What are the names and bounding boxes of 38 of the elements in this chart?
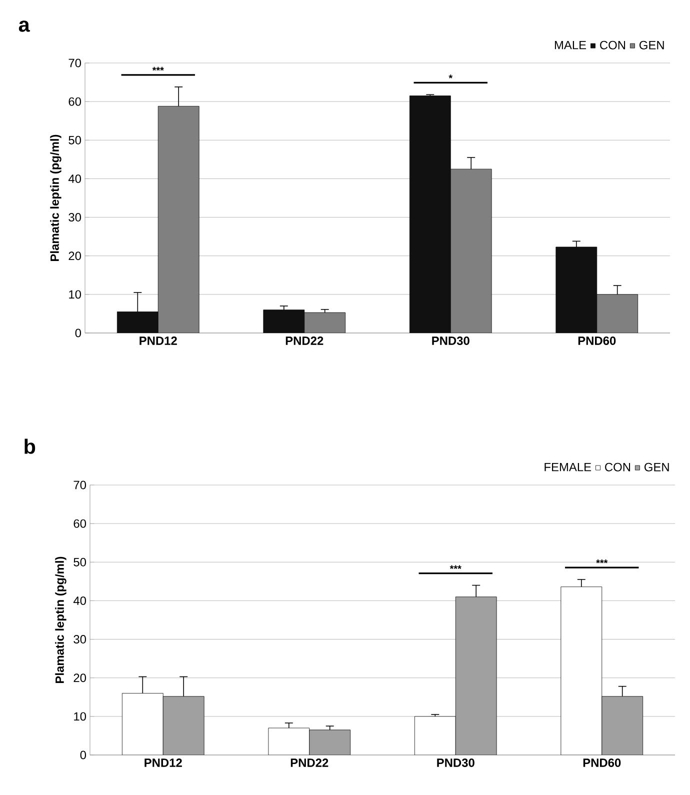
y-tick-label: 20 [74, 674, 86, 682]
y-tick-label: 10 [74, 712, 86, 721]
y-tick-label: 20 [68, 252, 82, 260]
y-tick-label: 50 [74, 558, 86, 566]
chart-title: b [24, 438, 36, 454]
legend-label: GEN [640, 40, 664, 50]
legend-label: CON [600, 40, 626, 50]
legend-label: GEN [644, 462, 669, 472]
y-tick-label: 40 [68, 174, 82, 183]
x-tick-label: PND60 [578, 336, 616, 345]
x-tick-label: PND12 [140, 336, 177, 345]
x-tick-label: PND22 [290, 758, 328, 767]
x-tick-label: PND30 [437, 758, 474, 767]
legend-title: MALE [554, 40, 586, 50]
annotation: * [448, 74, 453, 78]
x-tick-label: PND30 [432, 336, 470, 345]
x-tick-label: PND60 [583, 758, 621, 767]
y-tick-label: 70 [74, 480, 86, 490]
y-tick-label: 60 [74, 519, 86, 528]
legend-title: FEMALE [544, 462, 592, 472]
y-tick-label: 70 [68, 58, 82, 68]
y-tick-label: 50 [68, 136, 82, 144]
x-tick-label: PND22 [286, 336, 324, 345]
annotation: *** [152, 66, 164, 71]
y-tick-label: 0 [75, 328, 82, 338]
y-axis-title: Plamatic leptin (pg/ml) [50, 134, 62, 261]
annotation: *** [450, 565, 462, 569]
y-tick-label: 40 [73, 596, 86, 605]
y-tick-label: 0 [80, 750, 86, 760]
chart-title: a [18, 20, 30, 32]
annotation: *** [596, 559, 608, 564]
y-tick-label: 30 [74, 635, 86, 644]
x-tick-label: PND12 [144, 758, 182, 767]
y-axis-title: Plamatic leptin (pg/ml) [55, 556, 66, 683]
y-tick-label: 60 [68, 97, 82, 106]
y-tick-label: 10 [69, 290, 82, 299]
y-tick-label: 30 [68, 213, 82, 222]
text: CON [605, 462, 630, 472]
